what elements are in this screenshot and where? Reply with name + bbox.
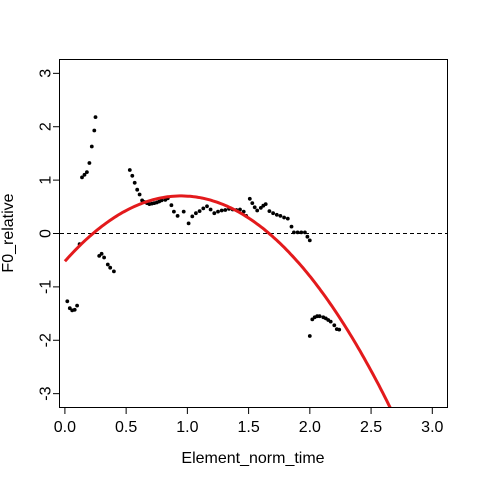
data-point: [102, 255, 106, 260]
data-point: [80, 175, 84, 180]
data-point: [216, 209, 220, 214]
data-point: [67, 306, 72, 311]
data-point: [337, 327, 342, 332]
y-tick-label: -3: [38, 386, 55, 400]
x-tick-label: 0.0: [54, 419, 76, 436]
data-point: [219, 208, 224, 213]
data-point: [263, 202, 268, 207]
data-point: [247, 196, 252, 201]
data-point: [108, 265, 113, 270]
y-tick-label: -1: [38, 280, 55, 294]
x-tick-label: 2.0: [299, 419, 321, 436]
x-tick-label: 2.5: [360, 419, 382, 436]
data-point: [87, 161, 92, 165]
data-point: [89, 144, 94, 149]
data-point: [65, 299, 70, 304]
data-point: [271, 211, 275, 216]
data-point: [135, 187, 140, 192]
fit-curve: [63, 194, 392, 407]
data-point: [212, 211, 217, 216]
data-point: [186, 221, 191, 226]
data-point: [92, 128, 97, 133]
data-point: [130, 173, 135, 178]
data-point: [274, 212, 279, 217]
data-point: [317, 314, 322, 319]
data-point: [127, 168, 132, 172]
y-tick-label: -2: [38, 333, 55, 347]
data-point: [93, 115, 98, 119]
data-point: [82, 172, 87, 177]
data-point: [208, 207, 213, 212]
data-point: [194, 211, 198, 216]
data-point: [181, 209, 186, 214]
y-axis: -3 -2 -1 0 1 2 3: [38, 69, 60, 401]
data-point: [289, 224, 294, 229]
y-tick-label: 0: [38, 229, 55, 238]
x-axis-label: Element_norm_time: [181, 450, 324, 467]
data-point: [132, 180, 137, 185]
data-point: [99, 251, 104, 256]
data-point: [328, 319, 333, 324]
data-point: [201, 206, 206, 211]
data-point: [112, 269, 116, 274]
x-tick-label: 0.5: [115, 419, 137, 436]
x-tick-label: 1.5: [237, 419, 259, 436]
x-axis: 0.0 0.5 1.0 1.5 2.0 2.5 3.0: [54, 407, 444, 436]
data-point: [305, 234, 310, 239]
x-tick-label: 3.0: [421, 419, 443, 436]
data-point: [307, 238, 312, 243]
data-point: [307, 334, 312, 338]
y-tick-label: 2: [38, 122, 55, 131]
data-point: [299, 230, 304, 235]
data-point: [72, 307, 77, 312]
data-point: [85, 170, 89, 175]
data-point: [241, 209, 246, 214]
data-point: [223, 208, 228, 212]
data-point: [285, 216, 290, 221]
y-tick-label: 3: [38, 69, 55, 78]
data-point: [137, 192, 142, 197]
data-point: [197, 209, 202, 214]
data-point: [205, 204, 209, 209]
data-point: [75, 303, 79, 308]
data-point: [169, 203, 174, 208]
y-tick-label: 1: [38, 176, 55, 185]
data-point: [255, 208, 260, 213]
data-point: [295, 230, 300, 235]
data-point: [282, 215, 286, 220]
y-axis-label: F0_relative: [0, 193, 17, 272]
data-point: [190, 214, 195, 219]
data-point: [238, 207, 242, 212]
data-point: [267, 209, 272, 214]
data-point: [332, 323, 337, 328]
data-point: [175, 214, 180, 218]
data-point: [292, 230, 296, 235]
plot-content: [60, 115, 447, 407]
data-point: [278, 214, 283, 218]
data-point: [303, 230, 307, 235]
data-point: [105, 262, 110, 267]
data-point: [252, 205, 257, 210]
data-point: [172, 209, 176, 214]
x-tick-label: 1.0: [176, 419, 198, 436]
data-point: [250, 201, 255, 206]
data-point: [258, 206, 263, 210]
